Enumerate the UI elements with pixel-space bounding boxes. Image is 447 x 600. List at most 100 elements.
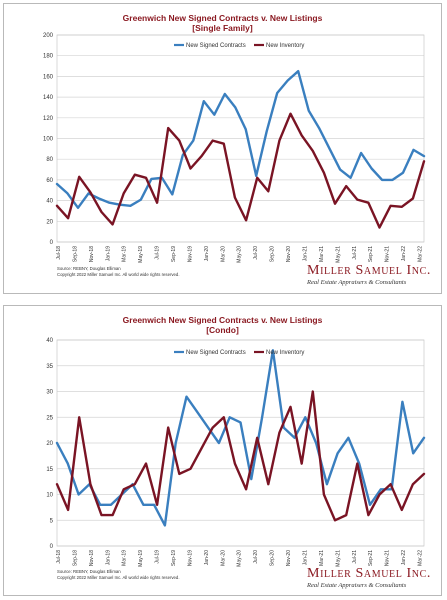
x-tick-label: Sep-19 <box>171 550 177 566</box>
data-point <box>301 134 303 136</box>
data-point <box>223 416 225 418</box>
x-tick-label: Jul-20 <box>253 246 259 260</box>
brand-tagline: Real Estate Appraisers & Consultants <box>307 279 407 286</box>
data-point <box>267 483 269 485</box>
data-point <box>261 416 263 418</box>
data-point <box>167 426 169 429</box>
legend-label: New Inventory <box>266 43 304 49</box>
data-point <box>78 176 80 178</box>
data-point <box>283 426 285 429</box>
y-tick-label: 200 <box>43 33 54 39</box>
y-tick-label: 40 <box>46 338 53 344</box>
data-point <box>391 179 394 181</box>
data-point <box>229 416 231 418</box>
data-point <box>312 150 314 152</box>
data-point <box>301 463 303 465</box>
data-point <box>100 514 103 516</box>
x-tick-label: Sep-18 <box>72 550 78 566</box>
series-line-contracts <box>55 69 426 210</box>
data-point <box>337 452 339 454</box>
series-line-inventory <box>55 112 426 229</box>
data-point <box>67 463 69 465</box>
chart-panel-condo: Greenwich New Signed Contracts v. New Li… <box>3 305 442 596</box>
chart-subtitle: [Single Family] <box>192 23 253 33</box>
x-tick-label: Sep-18 <box>72 246 78 262</box>
x-tick-label: Jul-21 <box>352 550 358 564</box>
data-point <box>100 211 103 213</box>
data-point <box>234 463 236 465</box>
data-point <box>367 514 369 516</box>
x-tick-label: Sep-21 <box>368 246 374 262</box>
data-point <box>207 426 209 429</box>
x-tick-label: Jan-21 <box>302 550 308 566</box>
data-point <box>304 416 306 418</box>
brand-name: Miller Samuel Inc. <box>307 566 431 581</box>
data-point <box>250 478 252 480</box>
data-point <box>334 519 336 521</box>
y-tick-label: 80 <box>46 157 53 163</box>
data-point <box>390 205 392 207</box>
data-point <box>213 114 215 116</box>
x-tick-label: Mar-22 <box>417 246 423 262</box>
y-tick-label: 10 <box>46 493 53 499</box>
x-tick-label: Sep-20 <box>270 246 276 262</box>
data-point <box>289 113 292 115</box>
x-tick-label: Mar-22 <box>417 550 423 566</box>
data-point <box>99 504 101 506</box>
data-point <box>98 197 100 200</box>
data-point <box>315 442 317 444</box>
y-tick-label: 160 <box>43 74 54 80</box>
source-note: Source: REBNY, Douglas Elliman <box>57 569 121 574</box>
data-point <box>87 192 90 194</box>
data-point <box>402 172 404 174</box>
data-point <box>196 411 198 413</box>
plot-frame <box>56 34 425 243</box>
y-tick-label: 20 <box>46 219 53 225</box>
data-point <box>278 432 281 434</box>
data-point <box>345 185 347 187</box>
data-point <box>412 483 414 485</box>
data-point <box>134 174 136 176</box>
copyright-note: Copyright 2022 Miller Samuel Inc. All wo… <box>57 272 180 277</box>
x-tick-label: Nov-19 <box>187 550 193 566</box>
x-tick-label: Jul-19 <box>155 246 161 260</box>
data-point <box>123 488 125 490</box>
data-point <box>360 152 362 154</box>
y-tick-label: 60 <box>46 178 53 184</box>
x-tick-label: Sep-20 <box>270 550 276 566</box>
y-tick-label: 180 <box>43 54 54 60</box>
data-point <box>171 193 173 195</box>
data-point <box>167 127 169 129</box>
data-point <box>267 190 269 192</box>
line-chart-single-family: 0 20 40 60 80 100 120 140 160 180 200 Jul-18 Sep-18 N… <box>43 33 426 263</box>
data-point <box>334 203 336 205</box>
data-point <box>347 437 350 439</box>
data-point <box>323 172 325 174</box>
data-point <box>145 177 147 179</box>
source-note: Source: REBNY, Douglas Elliman <box>57 266 121 271</box>
data-point <box>255 175 257 177</box>
x-tick-label: Nov-18 <box>89 550 95 566</box>
x-tick-label: Sep-21 <box>368 550 374 566</box>
data-point <box>212 139 214 142</box>
data-point <box>323 493 325 496</box>
data-point <box>234 106 236 109</box>
data-point <box>112 223 114 226</box>
data-point <box>256 437 258 439</box>
x-tick-label: Mar-21 <box>319 550 325 566</box>
data-point <box>145 463 147 465</box>
data-point <box>66 192 69 194</box>
data-point <box>185 396 188 398</box>
y-tick-label: 5 <box>50 518 54 524</box>
x-tick-label: Jan-20 <box>204 246 210 262</box>
data-point <box>129 205 131 207</box>
x-tick-label: Nov-20 <box>286 246 292 262</box>
x-tick-label: Mar-19 <box>122 550 128 566</box>
data-point <box>245 488 247 490</box>
x-tick-label: May-21 <box>335 550 341 567</box>
data-point <box>401 509 403 511</box>
y-tick-label: 120 <box>43 116 54 122</box>
legend-label: New Inventory <box>266 350 304 356</box>
data-point <box>134 483 136 485</box>
data-point <box>381 179 383 181</box>
